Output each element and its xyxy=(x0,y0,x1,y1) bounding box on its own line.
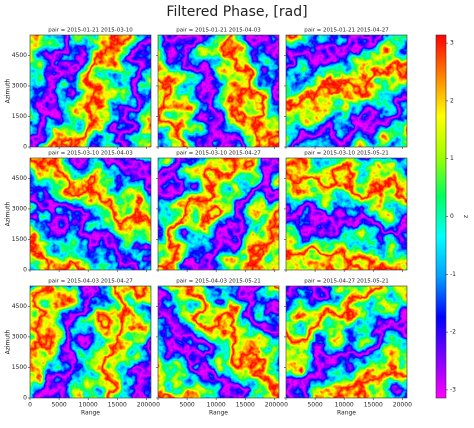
x-tick-label: 0 xyxy=(28,402,32,409)
panel-image xyxy=(158,286,279,398)
x-tick-label: 20000 xyxy=(137,402,156,409)
panel-frame xyxy=(29,157,152,271)
panel-frame xyxy=(157,157,280,271)
y-tick-label: 1500 xyxy=(12,236,27,243)
x-tick-label: 15000 xyxy=(108,402,127,409)
phase-raster xyxy=(286,158,407,270)
x-tick-label: 5000 xyxy=(51,402,66,409)
colorbar-tick-label: 3 xyxy=(450,40,454,47)
panel-title: pair = 2015-03-10 2015-04-27 xyxy=(176,151,261,157)
y-tick-label: 4500 xyxy=(12,175,27,182)
colorbar xyxy=(435,34,447,399)
x-tick-label: 5000 xyxy=(179,402,194,409)
phase-raster xyxy=(286,35,407,147)
panel-image xyxy=(286,158,407,270)
y-tick-label: 0 xyxy=(23,395,27,402)
panel-title: pair = 2015-03-10 2015-05-21 xyxy=(304,151,388,157)
phase-raster xyxy=(158,35,279,147)
colorbar-tick-label: 1 xyxy=(450,155,454,162)
x-tick-label: 10000 xyxy=(335,402,354,409)
phase-raster xyxy=(158,158,279,270)
phase-raster xyxy=(158,286,279,398)
x-tick-label: 5000 xyxy=(307,402,322,409)
x-tick-label: 15000 xyxy=(236,402,255,409)
panel-title: pair = 2015-01-21 2015-03-10 xyxy=(48,28,133,34)
colorbar-tick-label: 2 xyxy=(450,97,454,104)
x-axis-label: Range xyxy=(81,410,100,417)
y-tick-label: 1500 xyxy=(12,364,27,371)
panel-image xyxy=(30,286,151,398)
y-tick-label: 3000 xyxy=(12,333,27,340)
x-tick-label: 20000 xyxy=(265,402,284,409)
colorbar-tick-label: 0 xyxy=(450,213,454,220)
panel-frame xyxy=(285,34,408,148)
y-tick-label: 1500 xyxy=(12,113,27,120)
panel-title: pair = 2015-04-03 2015-05-21 xyxy=(176,279,260,285)
panel-title: pair = 2015-04-03 2015-04-27 xyxy=(48,279,133,285)
y-tick-label: 4500 xyxy=(12,52,27,59)
y-tick-label: 3000 xyxy=(12,205,27,212)
colorbar-label: z xyxy=(463,215,470,218)
panel-image xyxy=(158,158,279,270)
phase-raster xyxy=(30,35,151,147)
chart-title: Filtered Phase, [rad] xyxy=(166,4,307,20)
y-tick-label: 4500 xyxy=(12,303,27,310)
colorbar-tick-label: -1 xyxy=(450,271,456,278)
colorbar-tick-label: -3 xyxy=(450,386,456,393)
panel-image xyxy=(158,35,279,147)
y-axis-label: Azimuth xyxy=(5,78,12,103)
panel-image xyxy=(286,286,407,398)
panel-frame xyxy=(285,285,408,399)
y-tick-label: 0 xyxy=(23,267,27,274)
colorbar-tick-label: -2 xyxy=(450,329,456,336)
x-tick-label: 0 xyxy=(156,402,160,409)
panel-image xyxy=(30,35,151,147)
panel-frame xyxy=(29,34,152,148)
x-tick-label: 10000 xyxy=(79,402,98,409)
phase-raster xyxy=(286,286,407,398)
panel-image xyxy=(286,35,407,147)
y-tick-label: 0 xyxy=(23,144,27,151)
panel-title: pair = 2015-04-27 2015-05-21 xyxy=(304,279,388,285)
panel-title: pair = 2015-01-21 2015-04-27 xyxy=(304,28,389,34)
phase-raster xyxy=(30,158,151,270)
x-axis-label: Range xyxy=(337,410,356,417)
phase-raster xyxy=(30,286,151,398)
y-tick-label: 3000 xyxy=(12,82,27,89)
panel-frame xyxy=(285,157,408,271)
panel-frame xyxy=(157,34,280,148)
y-axis-label: Azimuth xyxy=(5,329,12,354)
y-axis-label: Azimuth xyxy=(5,201,12,226)
panel-title: pair = 2015-03-10 2015-04-03 xyxy=(48,151,133,157)
x-tick-label: 20000 xyxy=(393,402,412,409)
x-tick-label: 15000 xyxy=(364,402,383,409)
panel-frame xyxy=(29,285,152,399)
x-tick-label: 10000 xyxy=(207,402,226,409)
panel-frame xyxy=(157,285,280,399)
panel-title: pair = 2015-01-21 2015-04-03 xyxy=(176,28,261,34)
x-axis-label: Range xyxy=(209,410,228,417)
panel-image xyxy=(30,158,151,270)
x-tick-label: 0 xyxy=(284,402,288,409)
